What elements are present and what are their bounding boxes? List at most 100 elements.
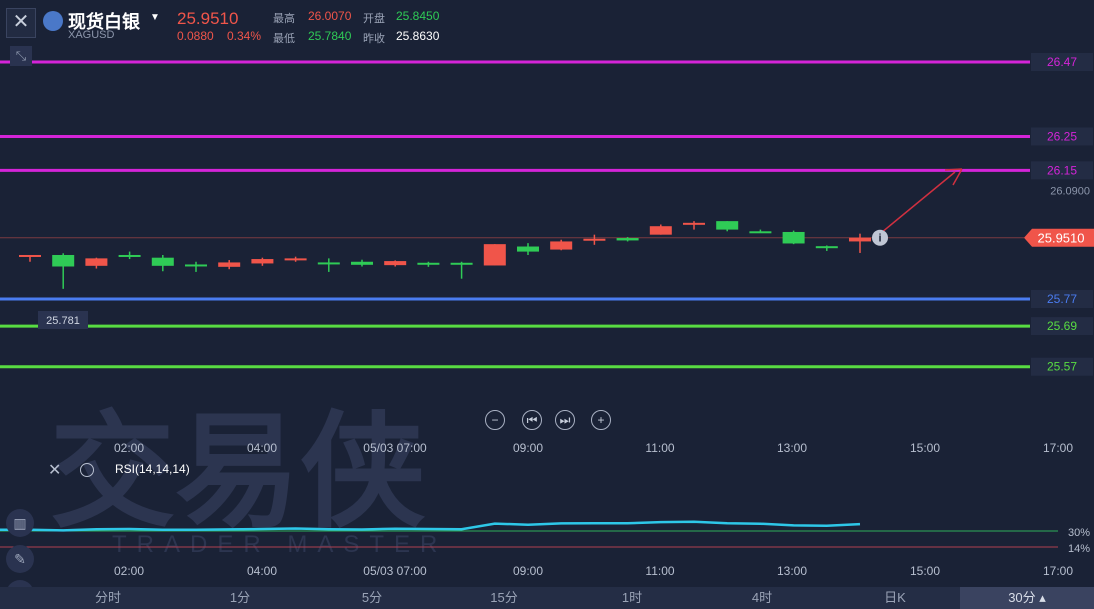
- low-marker-bg: [38, 311, 88, 329]
- level-label-bg-2: [1031, 290, 1093, 308]
- candle-body-8: [284, 258, 307, 261]
- scroll-start-button[interactable]: ⏮: [522, 410, 542, 430]
- trend-arrow-head: [944, 168, 963, 186]
- x-tick-top-5: 13:00: [777, 441, 807, 455]
- close-button[interactable]: ✕: [6, 8, 36, 38]
- candle-body-12: [417, 262, 440, 265]
- level-label-bg-3: [1031, 161, 1093, 180]
- x-tick-top-6: 15:00: [910, 441, 940, 455]
- level-label-bg-1: [1031, 317, 1093, 336]
- dotted-level-label: 26.0900: [1050, 186, 1090, 198]
- candle-body-9: [317, 262, 340, 265]
- x-tick-top-0: 02:00: [114, 441, 144, 455]
- level-label-0: 25.57: [1047, 360, 1077, 374]
- level-label-bg-5: [1031, 53, 1093, 71]
- x-tick-bottom-7: 17:00: [1043, 564, 1073, 578]
- level-label-bg-4: [1031, 127, 1093, 146]
- level-label-1: 25.69: [1047, 319, 1077, 333]
- low-value: 25.7840: [308, 29, 352, 43]
- timeframe-tabbar: 分时 1分 5分 15分 1时 4时 日K 30分 ▴: [0, 587, 1094, 609]
- tab-30min[interactable]: 30分 ▴: [960, 587, 1094, 609]
- rsi-label: RSI(14,14,14): [115, 462, 190, 476]
- level-label-3: 26.15: [1047, 163, 1077, 177]
- x-tick-bottom-0: 02:00: [114, 564, 144, 578]
- candle-body-10: [351, 261, 373, 265]
- prev-close-value: 25.8630: [396, 29, 440, 43]
- trend-arrow-line: [873, 171, 956, 240]
- x-tick-bottom-4: 11:00: [645, 564, 674, 578]
- rsi-line: [0, 520, 861, 532]
- candle-body-25: [849, 237, 871, 242]
- x-tick-bottom-1: 04:00: [247, 564, 277, 578]
- candle-body-6: [218, 262, 241, 267]
- symbol-code: XAGUSD: [68, 29, 115, 41]
- x-tick-top-2: 05/03 07:00: [363, 441, 427, 455]
- tab-1min[interactable]: 1分: [229, 590, 251, 605]
- candle-body-0: [19, 254, 41, 257]
- level-label-bg-0: [1031, 357, 1093, 376]
- candle-body-23: [782, 231, 805, 244]
- level-label-2: 25.77: [1047, 292, 1077, 306]
- candle-body-4: [151, 257, 174, 266]
- candle-body-17: [583, 238, 606, 241]
- chevron-down-icon[interactable]: ▼: [150, 12, 160, 23]
- current-price-tag: [1024, 228, 1094, 247]
- tab-1h[interactable]: 1时: [621, 590, 643, 605]
- candle-body-1: [52, 254, 75, 267]
- eye-icon[interactable]: [80, 463, 94, 477]
- high-value: 26.0070: [308, 9, 352, 23]
- symbol-name[interactable]: 现货白银: [68, 12, 140, 32]
- collapse-icon[interactable]: ⤡: [10, 46, 32, 66]
- x-tick-bottom-5: 13:00: [777, 564, 807, 578]
- tab-15min[interactable]: 15分: [490, 590, 518, 605]
- price-change-pct: 0.34%: [227, 29, 262, 43]
- candle-body-21: [716, 221, 739, 230]
- candle-body-22: [749, 231, 772, 234]
- tab-5min[interactable]: 5分: [361, 590, 383, 605]
- candle-body-7: [251, 259, 274, 264]
- candle-body-24: [815, 246, 838, 249]
- watermark-cn: 交易侠: [50, 403, 426, 542]
- x-tick-top-1: 04:00: [247, 441, 277, 455]
- x-tick-bottom-6: 15:00: [910, 564, 940, 578]
- prev-close-label: 昨收: [363, 33, 385, 45]
- draw-pen-icon[interactable]: ✎: [6, 545, 34, 573]
- candle-body-13: [450, 262, 473, 265]
- current-price-label: 25.9510: [1038, 231, 1085, 246]
- info-icon-glyph: i: [878, 233, 881, 245]
- high-label: 最高: [273, 13, 295, 25]
- level-label-5: 26.47: [1047, 55, 1077, 69]
- tab-daily[interactable]: 日K: [884, 590, 906, 605]
- open-value: 25.8450: [396, 9, 440, 23]
- close-indicator-icon[interactable]: ✕: [48, 462, 62, 479]
- scroll-end-button[interactable]: ⏭: [555, 410, 575, 430]
- level-label-4: 26.25: [1047, 129, 1077, 143]
- candle-body-3: [118, 254, 141, 257]
- rsi-level-label-1: 14%: [1068, 543, 1090, 555]
- candle-body-18: [616, 238, 639, 241]
- candle-body-5: [185, 264, 207, 267]
- open-label: 开盘: [363, 13, 385, 25]
- x-tick-top-4: 11:00: [645, 441, 674, 455]
- candle-body-20: [683, 222, 705, 225]
- candle-body-14: [483, 244, 506, 266]
- zoom-out-button[interactable]: −: [485, 410, 505, 430]
- indicator-icon[interactable]: ▥: [6, 509, 34, 537]
- candle-body-11: [384, 261, 407, 266]
- x-tick-bottom-3: 09:00: [513, 564, 543, 578]
- low-label: 最低: [273, 33, 295, 45]
- candle-body-15: [517, 246, 539, 252]
- x-tick-bottom-2: 05/03 07:00: [363, 564, 427, 578]
- tab-4h[interactable]: 4时: [751, 590, 773, 605]
- tab-minute[interactable]: 分时: [94, 590, 121, 605]
- candle-body-2: [85, 258, 108, 266]
- rsi-level-label-0: 30%: [1068, 527, 1090, 539]
- candle-body-16: [550, 241, 573, 250]
- price-change: 0.0880: [177, 29, 214, 43]
- symbol-logo-icon: [43, 11, 63, 31]
- low-marker-label: 25.781: [46, 315, 80, 327]
- current-price: 25.9510: [177, 9, 239, 28]
- info-icon: [872, 229, 888, 246]
- zoom-in-button[interactable]: +: [591, 410, 611, 430]
